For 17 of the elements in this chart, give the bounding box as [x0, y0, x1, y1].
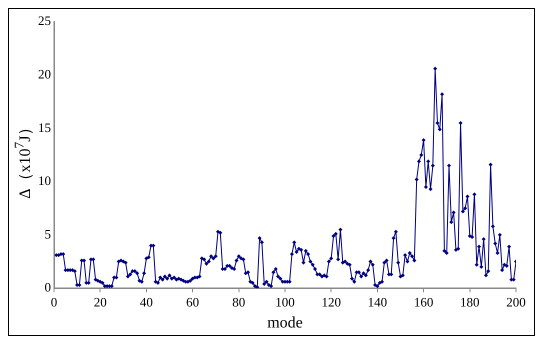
x-axis-title: mode	[267, 314, 303, 332]
y-tick-label: 10	[38, 173, 51, 188]
x-tick-label: 60	[186, 294, 200, 310]
x-tick-label: 80	[232, 294, 246, 310]
y-tick-label: 15	[38, 120, 51, 135]
x-tick-label: 120	[321, 294, 341, 310]
y-tick-label: 20	[38, 66, 51, 82]
x-tick-label: 160	[414, 294, 434, 310]
x-tick-label: 180	[460, 294, 480, 310]
x-tick-label: 200	[506, 294, 526, 310]
y-tick-label: 0	[44, 280, 51, 295]
x-tick-label: 140	[368, 294, 388, 310]
x-tick-label: 40	[140, 294, 153, 310]
y-tick-label: 5	[44, 226, 51, 242]
y-tick-label: 25	[38, 13, 51, 28]
x-tick-label: 20	[94, 294, 107, 310]
x-tick-label: 100	[275, 294, 295, 310]
